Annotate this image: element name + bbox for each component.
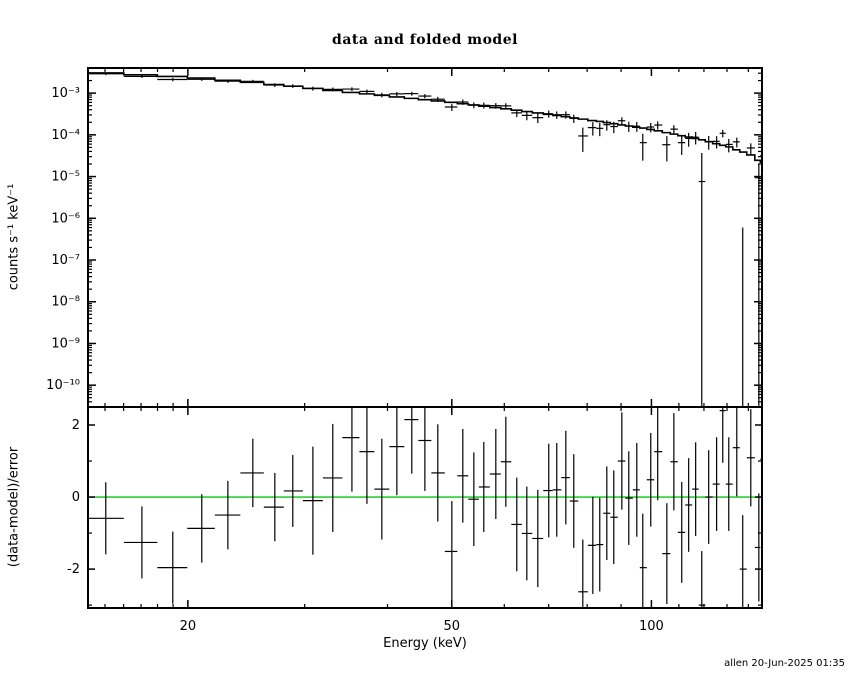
model-step-line [88,72,762,164]
tick-label: 10⁻⁸ [51,295,80,310]
panel-frame [87,67,763,408]
x-axis-label: Energy (keV) [383,636,467,651]
y-axis-label-spectrum: counts s⁻¹ keV⁻¹ [6,183,22,291]
tick-label: -2 [67,562,80,577]
tick-label: 100 [639,619,664,634]
plot-signature: allen 20-Jun-2025 01:35 [724,658,845,669]
plot-title: data and folded model [332,32,518,48]
tick-label: 50 [444,619,461,634]
tick-label: 10⁻⁶ [51,211,80,226]
tick-label: 0 [72,490,80,505]
tick-label: 10⁻⁹ [51,336,80,351]
y-axis-label-residuals: (data-model)/error [6,446,22,568]
tick-label: 10⁻³ [51,86,80,101]
residual-y-ticks: 2 0 -2 [67,418,762,606]
tick-label: 10⁻⁴ [51,128,80,143]
tick-label: 2 [72,418,80,433]
residual-points [88,407,763,608]
tick-label: 10⁻⁵ [51,170,80,185]
model-line [88,72,762,164]
tick-label: 10⁻⁷ [51,253,80,268]
spectrum-y-ticks: 10⁻³ 10⁻⁴ 10⁻⁵ 10⁻⁶ 10⁻⁷ 10⁻⁸ 10⁻⁹ 10⁻¹⁰ [46,72,762,403]
spectrum-data-points [88,72,763,407]
panel-frame [87,406,763,609]
panel-frames [87,67,763,609]
tick-label: 10⁻¹⁰ [46,378,80,393]
x-tick-labels: 20 50 100 [180,619,664,634]
tick-label: 20 [180,619,197,634]
